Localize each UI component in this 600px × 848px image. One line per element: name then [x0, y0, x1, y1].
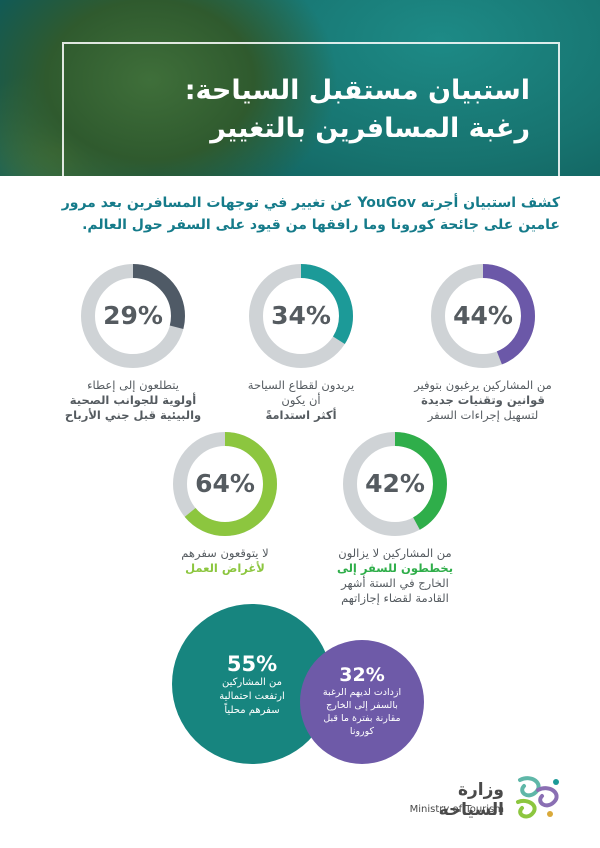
stat-card-1: 44% من المشاركين يرغبون بتوفير قوانين وت… [398, 262, 568, 423]
stat-card-3: 29% يتطلعون إلى إعطاء أولوية للجوانب الص… [48, 262, 218, 423]
caption-3-line-1: يتطلعون إلى إعطاء [87, 378, 179, 392]
logo-arabic-text: وزارة السياحة [438, 780, 504, 820]
donut-svg-3 [81, 264, 185, 368]
stat-card-5: 64% لا يتوقعون سفرهم لأغراض العمل [140, 430, 310, 576]
stat-value-5: 64% [195, 469, 255, 498]
bubble-purple-line-2: بالسفر إلى الخارج [326, 700, 398, 711]
ministry-logo: وزارة السياحة Ministry of Tourism [396, 772, 566, 822]
donut-chart-5: 64% [171, 430, 279, 538]
caption-4-line-3: الخارج في الستة أشهر [341, 576, 449, 590]
stat-value-3: 29% [103, 301, 163, 330]
stat-value-1: 44% [453, 301, 513, 330]
hero-banner: استبيان مستقبل السياحة: رغبة المسافرين ب… [0, 0, 600, 176]
bubble-teal: 55% من المشاركين ارتفعت احتمالية سفرهم م… [172, 604, 332, 764]
stat-caption-3: يتطلعون إلى إعطاء أولوية للجوانب الصحية … [48, 378, 218, 423]
page-title: استبيان مستقبل السياحة: رغبة المسافرين ب… [110, 72, 530, 148]
caption-1-line-2: قوانين وتقنيات جديدة [421, 393, 545, 407]
bubble-purple-line-4: كورونا [349, 726, 375, 737]
bubble-teal-line-2: ارتفعت احتمالية [219, 691, 285, 702]
caption-2-line-2: أن يكون [281, 393, 321, 407]
stat-value-4: 42% [365, 469, 425, 498]
caption-1-line-3: لتسهيل إجراءات السفر [427, 408, 539, 422]
caption-5-line-1: لا يتوقعون سفرهم [181, 546, 269, 560]
caption-5-line-2: لأغراض العمل [185, 561, 265, 575]
title-line-1: استبيان مستقبل السياحة: [184, 75, 530, 106]
caption-3-line-3: والبيئية قبل جني الأرباح [64, 408, 202, 422]
intro-brand: YouGov [357, 195, 417, 211]
donut-chart-2: 34% [247, 262, 355, 370]
donut-arc-4 [343, 432, 447, 536]
caption-1-line-1: من المشاركين يرغبون بتوفير [414, 378, 552, 392]
bubble-teal-line-1: من المشاركين [222, 677, 282, 688]
donut-svg-5 [173, 432, 277, 536]
intro-paragraph: كشف استبيان أجرته YouGov عن تغيير في توج… [40, 192, 560, 236]
caption-3-line-2: أولوية للجوانب الصحية [69, 393, 197, 407]
bubble-purple: 32% ازدادت لديهم الرغبة بالسفر إلى الخار… [300, 640, 424, 764]
title-frame [62, 42, 560, 176]
caption-4-line-4: القادمة لقضاء إجازاتهم [341, 591, 449, 605]
donut-svg-2 [249, 264, 353, 368]
donut-chart-1: 44% [429, 262, 537, 370]
intro-part-2: عن تغيير في توجهات المسافرين بعد مرور عا… [61, 195, 560, 233]
caption-4-line-2: يخططون للسفر إلى [336, 561, 454, 575]
donut-arc-2 [249, 264, 353, 368]
caption-2-line-3: أكثر استدامةً [265, 408, 337, 422]
stat-caption-1: من المشاركين يرغبون بتوفير قوانين وتقنيا… [398, 378, 568, 423]
bubble-teal-line-3: سفرهم محلياً [224, 705, 280, 716]
donut-chart-4: 42% [341, 430, 449, 538]
stat-value-2: 34% [271, 301, 331, 330]
stat-caption-5: لا يتوقعون سفرهم لأغراض العمل [140, 546, 310, 576]
bubble-purple-line-3: مقارنة بفترة ما قبل [323, 713, 401, 724]
donut-svg-4 [343, 432, 447, 536]
stat-card-2: 34% يريدون لقطاع السياحة أن يكون أكثر اس… [216, 262, 386, 423]
donut-svg-1 [431, 264, 535, 368]
donut-arc-3 [81, 264, 185, 368]
stat-card-4: 42% من المشاركين لا يزالون يخططون للسفر … [310, 430, 480, 606]
donut-chart-3: 29% [79, 262, 187, 370]
title-line-2: رغبة المسافرين بالتغيير [210, 113, 530, 144]
caption-2-line-1: يريدون لقطاع السياحة [247, 378, 355, 392]
tourism-ministry-logo-icon [516, 776, 559, 819]
bubble-purple-value: 32% [339, 664, 385, 686]
donut-arc-5 [173, 432, 277, 536]
stat-caption-2: يريدون لقطاع السياحة أن يكون أكثر استدام… [216, 378, 386, 423]
intro-part-1: كشف استبيان أجرته [416, 195, 560, 211]
bubble-teal-value: 55% [226, 652, 278, 676]
stat-caption-4: من المشاركين لا يزالون يخططون للسفر إلى … [310, 546, 480, 606]
donut-arc-1 [431, 264, 535, 368]
logo-english-text: Ministry of Tourism [409, 804, 504, 815]
bubble-purple-line-1: ازدادت لديهم الرغبة [322, 687, 402, 698]
caption-4-line-1: من المشاركين لا يزالون [338, 546, 452, 560]
